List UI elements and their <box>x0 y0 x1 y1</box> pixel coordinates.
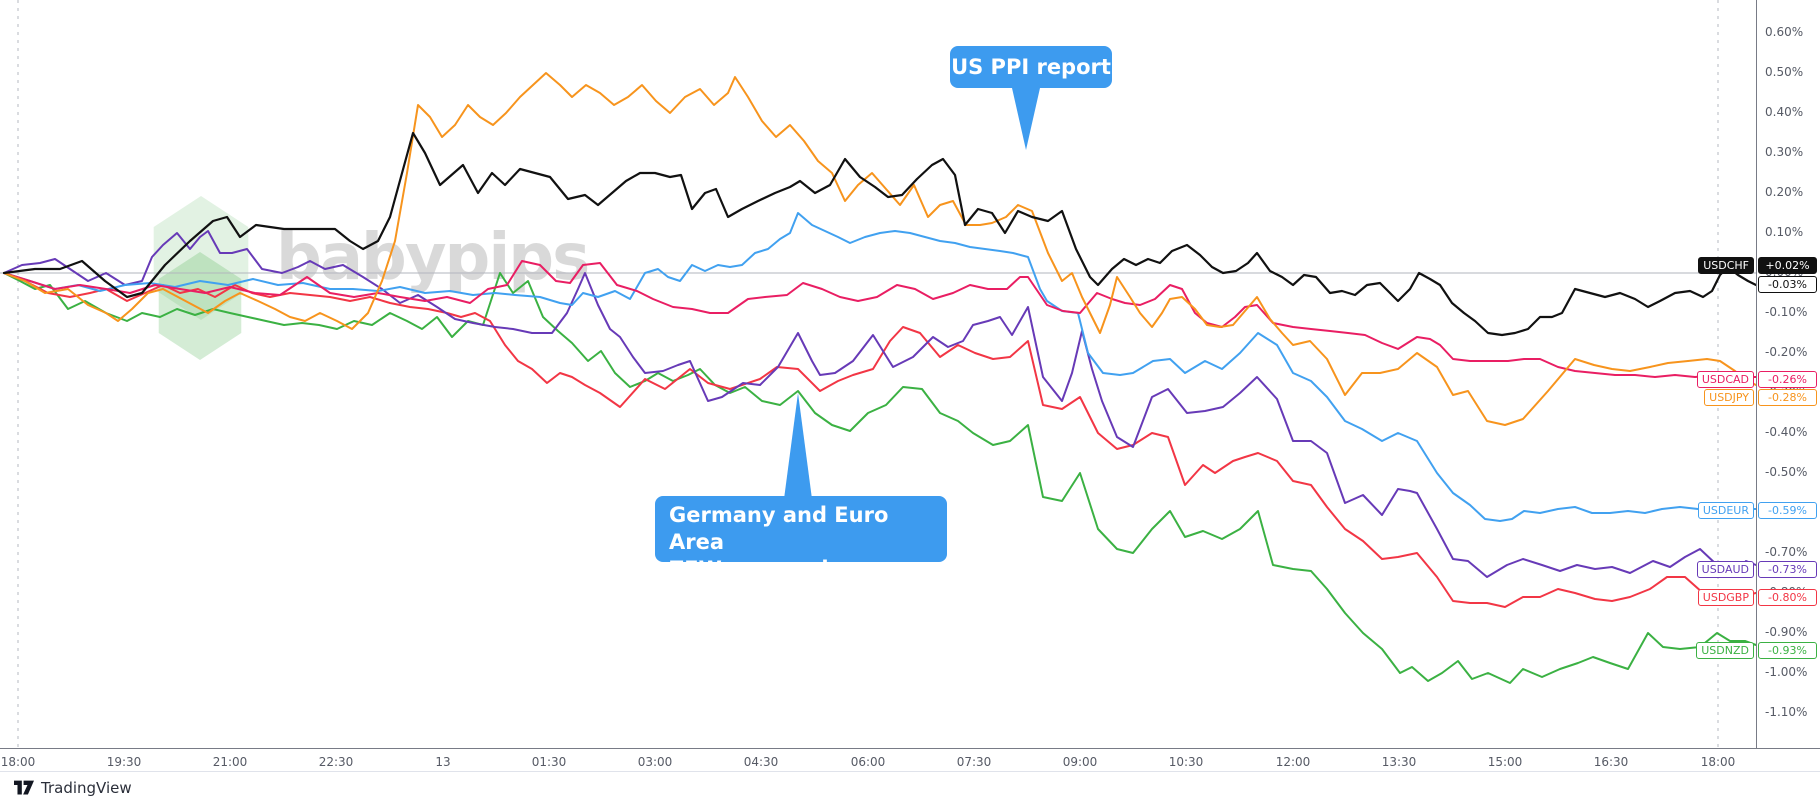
x-tick-label: 07:30 <box>956 755 992 769</box>
y-tick-label: 0.40% <box>1765 105 1804 119</box>
y-tick-label: 0.60% <box>1765 25 1804 39</box>
zew-annotation-line2: ZEW economic sentiment <box>669 557 842 608</box>
y-tick-label: -0.20% <box>1765 345 1808 359</box>
time-axis[interactable] <box>0 749 1820 771</box>
y-tick-label: 0.30% <box>1765 145 1804 159</box>
price-value-label-usdchf: +0.02% <box>1758 257 1817 274</box>
zew-annotation[interactable]: Germany and Euro Area ZEW economic senti… <box>655 496 947 608</box>
series-line-usdaud[interactable] <box>3 230 1757 578</box>
price-value-label-usdaud: -0.73% <box>1758 561 1817 578</box>
symbol-label-usdnzd: USDNZD <box>1696 642 1754 659</box>
x-tick-label: 09:00 <box>1062 755 1098 769</box>
x-tick-label: 01:30 <box>531 755 567 769</box>
ppi-annotation-text: US PPI report <box>951 55 1111 79</box>
x-tick-label: 22:30 <box>318 755 354 769</box>
x-tick-label: 12:00 <box>1275 755 1311 769</box>
babypips-watermark: babypips <box>276 221 590 295</box>
y-tick-label: -0.10% <box>1765 305 1808 319</box>
symbol-label-usdcad: USDCAD <box>1696 371 1754 388</box>
y-tick-label: -0.40% <box>1765 425 1808 439</box>
x-tick-label: 13 <box>435 755 451 769</box>
y-tick-label: 0.10% <box>1765 225 1804 239</box>
x-tick-label: 18:00 <box>1700 755 1736 769</box>
x-tick-label: 16:30 <box>1593 755 1629 769</box>
series-line-usdeur[interactable] <box>3 212 1757 522</box>
symbol-label-usdchf: USDCHF <box>1698 257 1754 274</box>
x-tick-label: 13:30 <box>1381 755 1417 769</box>
y-tick-label: 0.20% <box>1765 185 1804 199</box>
ppi-callout-tail <box>1012 88 1040 150</box>
symbol-label-usdeur: USDEUR <box>1697 502 1754 519</box>
chart-canvas[interactable] <box>0 0 1820 748</box>
x-tick-label: 10:30 <box>1168 755 1204 769</box>
y-tick-label: -1.00% <box>1765 665 1808 679</box>
price-value-label-usdeur: -0.59% <box>1758 502 1817 519</box>
ppi-annotation[interactable]: US PPI report <box>950 46 1112 88</box>
x-tick-label: 06:00 <box>850 755 886 769</box>
symbol-label-usdaud: USDAUD <box>1696 561 1754 578</box>
symbol-label-usdgbp: USDGBP <box>1697 589 1754 606</box>
y-tick-label: -0.70% <box>1765 545 1808 559</box>
zew-callout-tail <box>784 393 812 499</box>
tradingview-attribution[interactable]: TradingView <box>14 778 132 798</box>
tradingview-logo-text: TradingView <box>41 779 132 797</box>
series-line-usdjpy[interactable] <box>3 72 1757 426</box>
y-tick-label: -1.10% <box>1765 705 1808 719</box>
y-tick-label: 0.50% <box>1765 65 1804 79</box>
price-value-label-usdjpy: -0.28% <box>1758 389 1817 406</box>
series-line-usdchf[interactable] <box>2 131 1758 337</box>
x-tick-label: 21:00 <box>212 755 248 769</box>
series-line-usdnzd[interactable] <box>3 272 1757 684</box>
price-value-label-usdnzd: -0.93% <box>1758 642 1817 659</box>
x-tick-label: 19:30 <box>106 755 142 769</box>
x-tick-label: 04:30 <box>743 755 779 769</box>
zew-annotation-line1: Germany and Euro Area <box>669 503 889 554</box>
tradingview-logo-icon <box>14 780 34 795</box>
price-axis-border <box>1756 0 1757 748</box>
y-tick-label: -0.50% <box>1765 465 1808 479</box>
x-tick-label: 18:00 <box>0 755 36 769</box>
series-line-usdcad[interactable] <box>3 260 1757 378</box>
x-tick-label: 03:00 <box>637 755 673 769</box>
price-value-label-last: -0.03% <box>1758 276 1817 293</box>
price-value-label-usdgbp: -0.80% <box>1758 589 1817 606</box>
price-value-label-usdcad: -0.26% <box>1758 371 1817 388</box>
y-tick-label: -0.90% <box>1765 625 1808 639</box>
time-axis-border <box>0 748 1820 749</box>
footer-divider <box>0 771 1820 772</box>
x-tick-label: 15:00 <box>1487 755 1523 769</box>
symbol-label-usdjpy: USDJPY <box>1704 389 1754 406</box>
series-line-usdgbp[interactable] <box>3 272 1757 608</box>
